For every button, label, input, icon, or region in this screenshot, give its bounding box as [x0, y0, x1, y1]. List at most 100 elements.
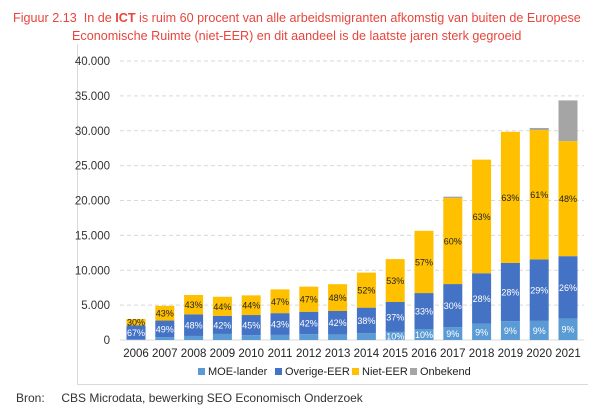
bar-segment-overige-eer [356, 307, 376, 334]
data-label: 10% [415, 330, 433, 340]
y-tick-label: 0 [104, 335, 110, 347]
bar-segment-moe-lander [328, 334, 348, 340]
data-label: 63% [473, 212, 491, 222]
source-text: CBS Microdata, bewerking SEO Economisch … [61, 391, 363, 405]
bar-segment-onbekend [558, 100, 578, 142]
bar-segment-niet-eer [299, 286, 319, 312]
title-line2: Economische Ruimte (niet-EER) en dit aan… [72, 29, 522, 43]
bar-segment-niet-eer [356, 272, 376, 308]
title-text-after: is ruim 60 procent van alle arbeidsmigra… [139, 11, 581, 25]
bar-segment-overige-eer [270, 313, 290, 335]
data-label: 53% [386, 276, 404, 286]
data-label: 33% [415, 307, 433, 317]
data-label: 42% [213, 320, 231, 330]
data-label: 42% [329, 318, 347, 328]
bar-segment-moe-lander [356, 333, 376, 340]
bar-segment-niet-eer [328, 284, 348, 311]
bar-segment-moe-lander [472, 323, 492, 340]
bar-segment-niet-eer [443, 198, 463, 285]
data-label: 42% [300, 318, 318, 328]
data-label: 29% [530, 286, 548, 296]
x-tick-label: 2015 [382, 348, 408, 360]
bar-segment-overige-eer [328, 310, 348, 335]
bar-segment-overige-eer [212, 315, 232, 334]
data-label: 9% [475, 327, 488, 337]
source-label: Bron: [16, 391, 45, 405]
bar-segment-moe-lander [126, 339, 146, 340]
bar-segment-overige-eer [529, 259, 549, 321]
bar-segment-moe-lander [500, 321, 520, 340]
legend-swatch-onbekend [410, 368, 417, 375]
bar-segment-niet-eer [126, 319, 146, 326]
bar-segment-moe-lander [184, 335, 204, 340]
bar-segment-overige-eer [500, 262, 520, 322]
data-label: 67% [127, 328, 145, 338]
data-label: 45% [242, 321, 260, 331]
bar-segment-overige-eer [443, 284, 463, 328]
title-bold: ICT [115, 11, 136, 25]
x-tick-label: 2016 [411, 348, 437, 360]
x-tick-label: 2013 [325, 348, 351, 360]
legend-swatch-niet-eer [352, 368, 359, 375]
data-label: 30% [444, 301, 462, 311]
data-label: 30% [127, 318, 145, 328]
data-label: 63% [501, 193, 519, 203]
y-tick-label: 30.000 [75, 126, 110, 138]
bar-segment-niet-eer [500, 131, 520, 263]
y-tick-label: 20.000 [75, 196, 110, 208]
figure-title: Figuur 2.13 In de ICT is ruim 60 procent… [13, 9, 603, 45]
bar-segment-niet-eer [155, 305, 175, 321]
bar-segment-moe-lander [212, 333, 232, 340]
bar-segment-niet-eer [212, 296, 232, 316]
bar-segment-overige-eer [472, 273, 492, 324]
legend-label: MOE-lander [208, 366, 268, 378]
y-tick-label: 40.000 [75, 56, 110, 68]
x-tick-label: 2007 [152, 348, 178, 360]
bar-segment-moe-lander [155, 337, 175, 340]
figure-number: Figuur 2.13 [13, 11, 77, 25]
bar-segment-onbekend [529, 127, 549, 131]
bar-segment-moe-lander [385, 331, 405, 340]
bar-segment-overige-eer [241, 315, 261, 336]
data-label: 43% [185, 300, 203, 310]
data-label: 9% [533, 326, 546, 336]
data-label: 9% [504, 326, 517, 336]
data-label: 61% [530, 190, 548, 200]
bar-segment-niet-eer [241, 295, 261, 316]
bar-segment-niet-eer [414, 230, 434, 294]
data-label: 28% [501, 288, 519, 298]
x-tick-label: 2020 [526, 348, 552, 360]
data-label: 48% [329, 293, 347, 303]
y-tick-label: 15.000 [75, 230, 110, 242]
y-tick-label: 10.000 [75, 265, 110, 277]
data-label: 44% [242, 301, 260, 311]
data-label: 28% [473, 294, 491, 304]
data-label: 49% [156, 324, 174, 334]
bar-segment-moe-lander [414, 329, 434, 340]
bar-segment-overige-eer [558, 256, 578, 319]
bar-segment-moe-lander [270, 334, 290, 340]
bar-segment-moe-lander [529, 320, 549, 340]
data-label: 37% [386, 312, 404, 322]
bar-segment-niet-eer [472, 159, 492, 274]
x-tick-label: 2014 [354, 348, 380, 360]
x-tick-label: 2018 [469, 348, 495, 360]
bar-segment-niet-eer [184, 295, 204, 315]
legend-swatch-moe-lander [198, 368, 205, 375]
bar-segment-overige-eer [414, 293, 434, 330]
data-label: 47% [300, 295, 318, 305]
data-label: 60% [444, 237, 462, 247]
legend-swatch-overige-eer [275, 368, 282, 375]
x-tick-label: 2006 [123, 348, 149, 360]
bar-segment-overige-eer [299, 311, 319, 335]
bar-segment-overige-eer [385, 301, 405, 332]
data-label: 10% [386, 331, 404, 341]
bar-segment-overige-eer [126, 325, 146, 340]
x-tick-label: 2008 [181, 348, 207, 360]
bar-segment-niet-eer [270, 289, 290, 314]
bar-segment-niet-eer [529, 130, 549, 260]
x-tick-label: 2010 [238, 348, 264, 360]
legend-label: Niet-EER [362, 366, 408, 378]
bar-segment-niet-eer [558, 141, 578, 257]
